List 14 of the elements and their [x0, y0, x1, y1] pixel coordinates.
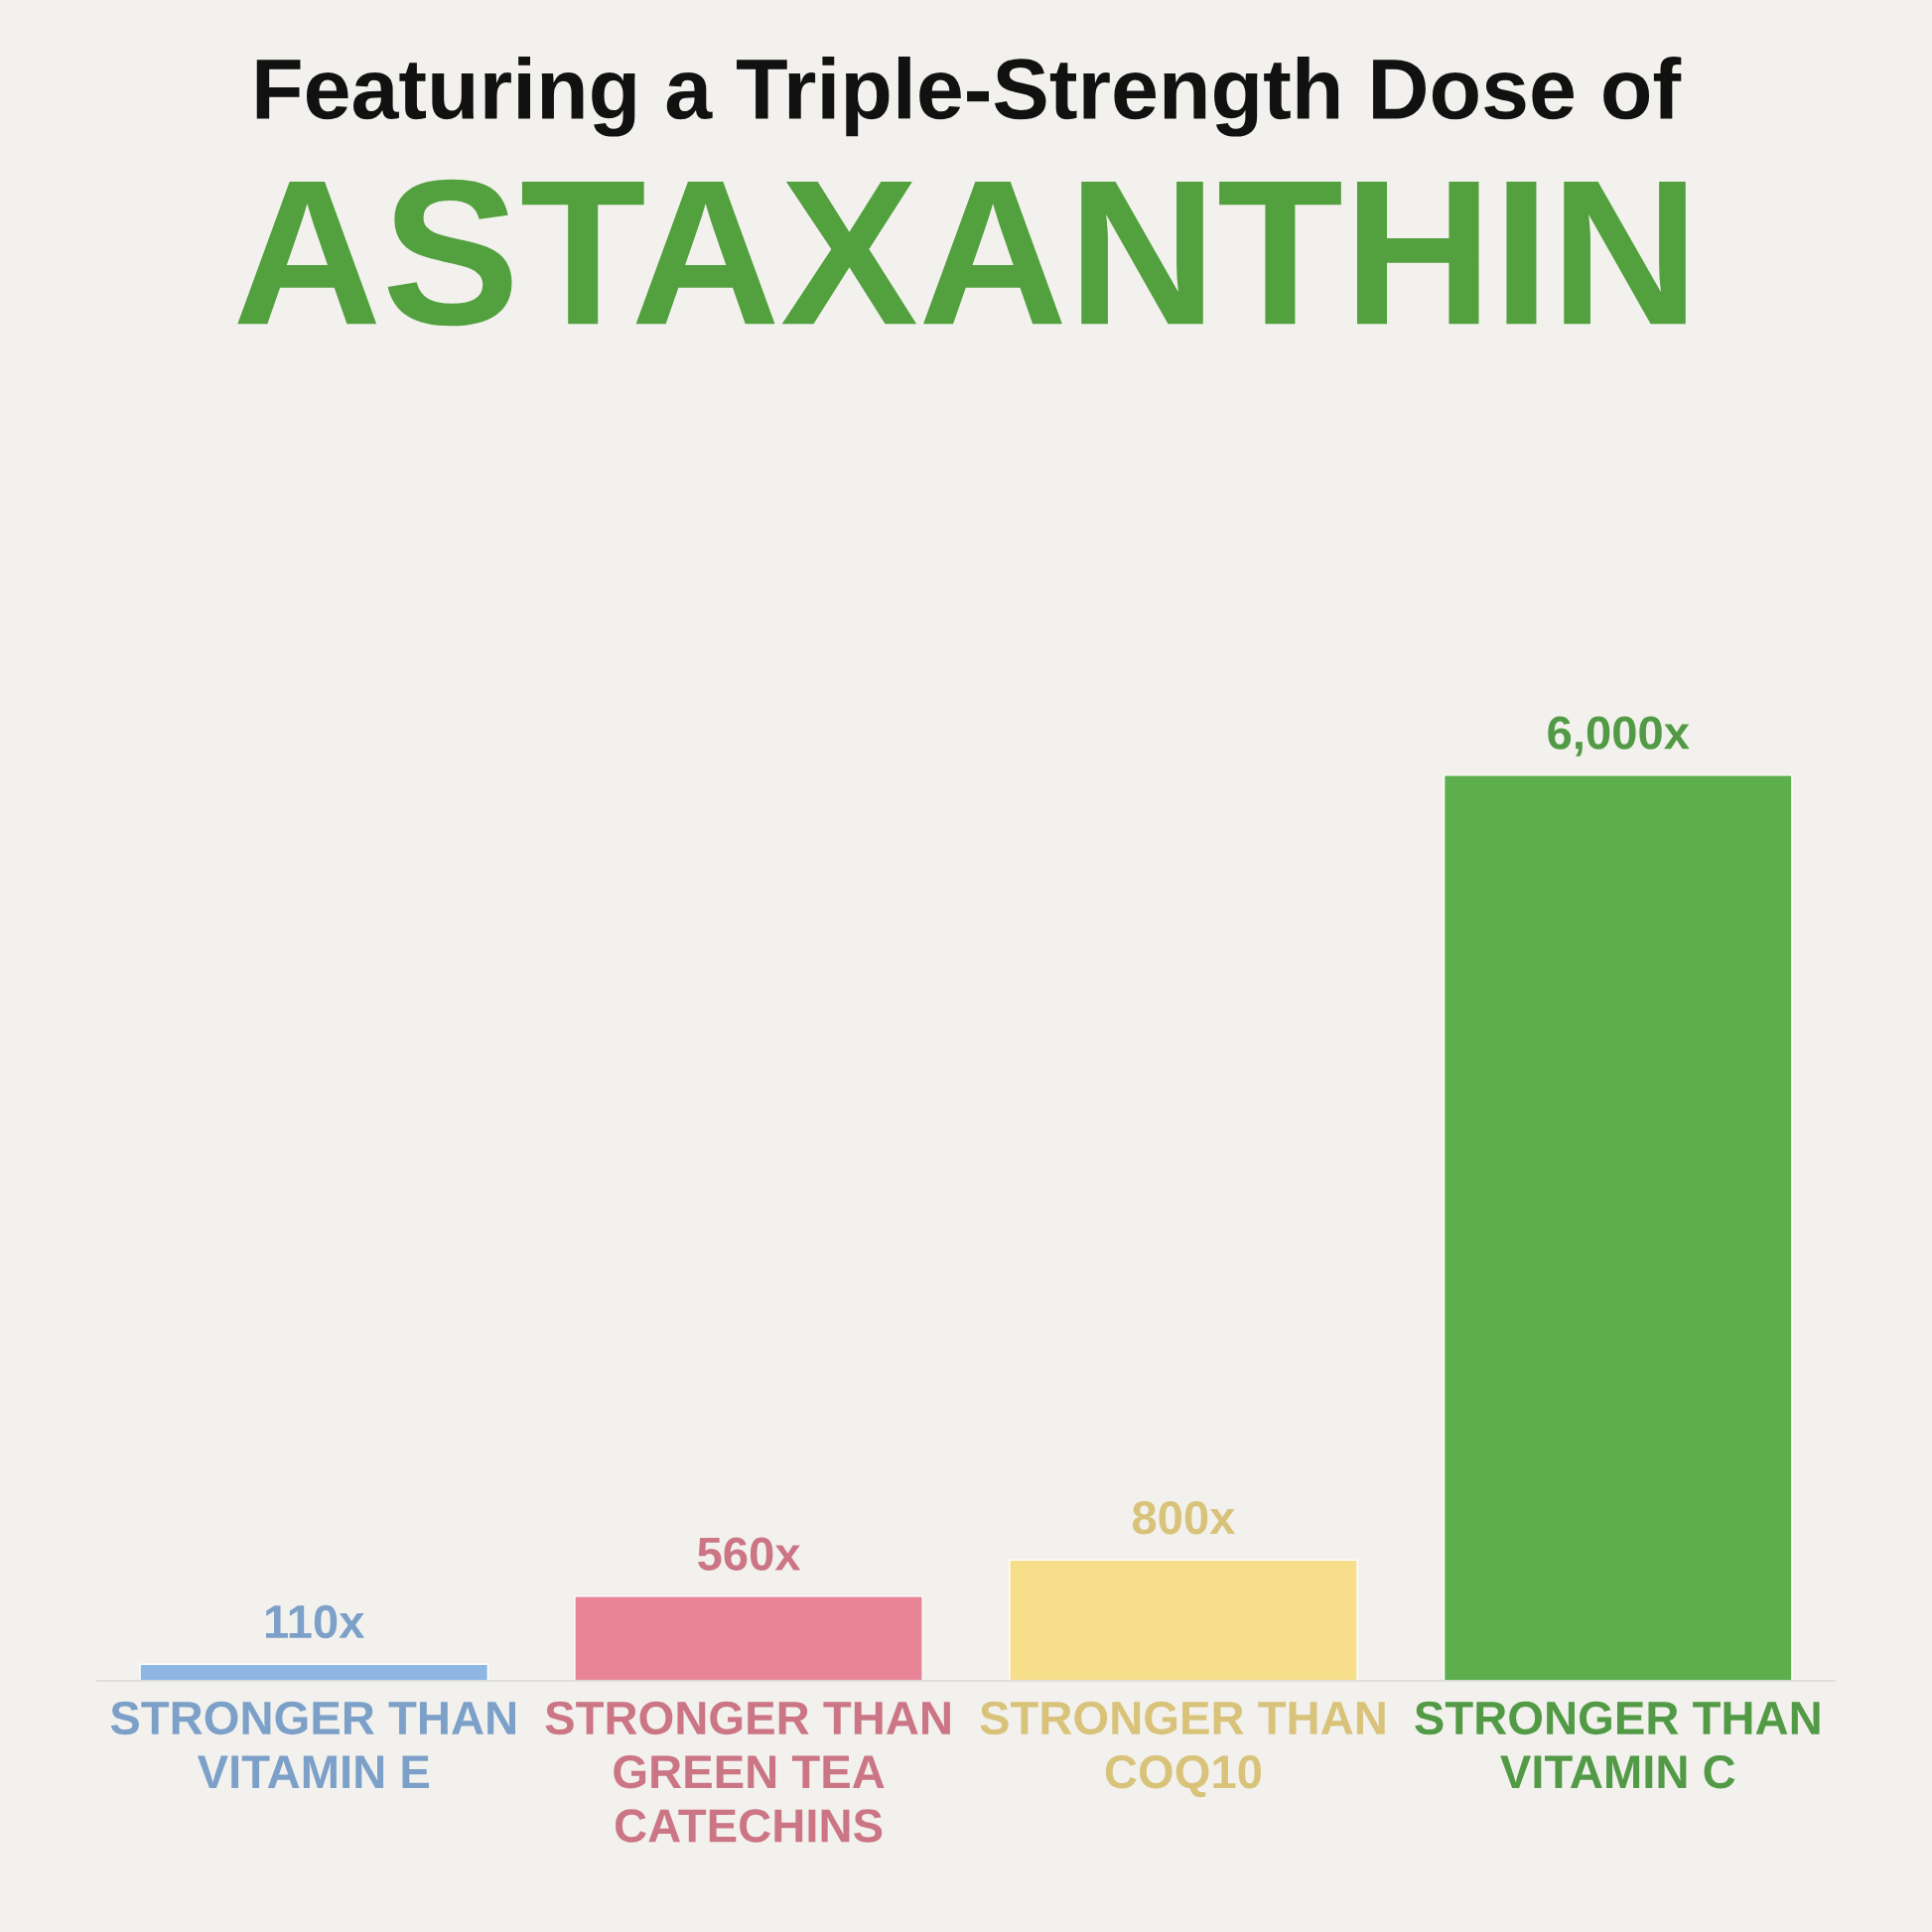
bar [1443, 774, 1793, 1682]
chart-title: Featuring a Triple-Strength Dose of [256, 56, 1682, 137]
x-tick-label: STRONGER THAN VITAMIN C [1415, 1701, 1820, 1789]
data-label: 800x [1132, 1500, 1236, 1535]
data-label: 560x [698, 1537, 801, 1571]
x-tick-label: STRONGER THAN GREEN TEA CATECHINS [545, 1701, 950, 1843]
data-label: 110x [265, 1604, 365, 1639]
chart-subtitle: ASTAXANTHIN [237, 179, 1686, 327]
x-tick-label: STRONGER THAN VITAMIN E [110, 1701, 515, 1788]
bar [1009, 1559, 1358, 1682]
bar [574, 1595, 923, 1682]
bar [139, 1663, 489, 1682]
data-label: 6,000x [1548, 716, 1690, 757]
x-tick-label: STRONGER THAN COQ10 [980, 1701, 1385, 1798]
